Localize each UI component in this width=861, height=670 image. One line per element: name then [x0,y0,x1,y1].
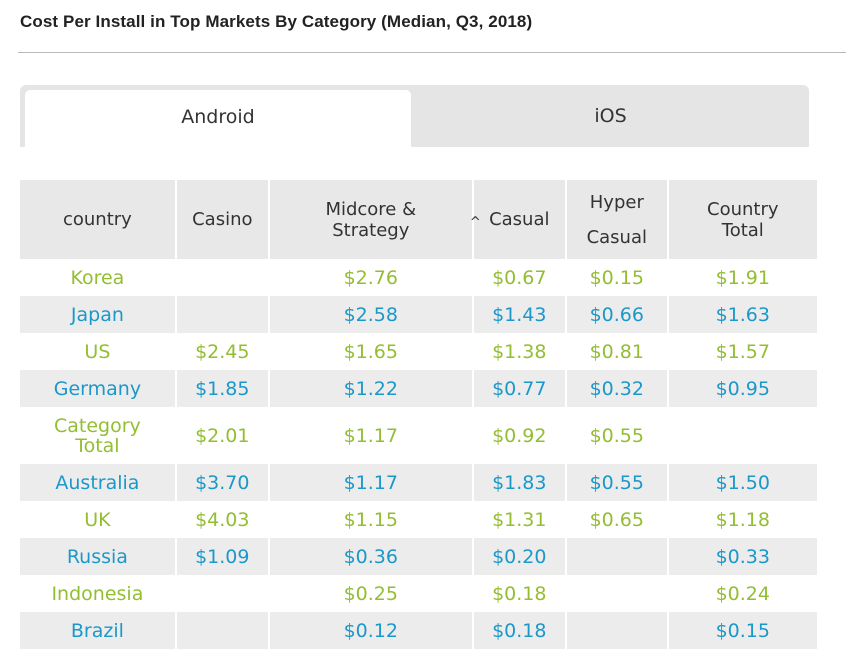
column-header-label: country [62,209,132,230]
column-header-label: Casino [192,209,253,230]
casino-cell: $4.03 [175,501,270,538]
table-row: Australia $3.70 $1.17 $1.83 $0.55 $1.50 [20,464,817,501]
column-header-label: Country Total [707,198,779,241]
casino-cell: $2.01 [175,407,270,464]
table-row: US $2.45 $1.65 $1.38 $0.81 $1.57 [20,333,817,370]
tab-ios[interactable]: iOS [594,105,627,127]
country-total-cell: $1.57 [715,340,770,363]
hyper-casual-cell: $0.55 [565,464,669,501]
hyper-casual-cell [565,575,669,612]
casino-cell [175,296,270,333]
table-row: Germany $1.85 $1.22 $0.77 $0.32 $0.95 [20,370,817,407]
column-header-label: Casual [489,209,550,230]
casual-cell: $0.67 [472,259,567,296]
casual-cell: $0.20 [472,538,567,575]
column-header-casual[interactable]: Casual [472,180,567,259]
table-row: UK $4.03 $1.15 $1.31 $0.65 $1.18 [20,501,817,538]
midcore-cell: $1.17 [268,464,474,501]
column-header-label: Midcore & Strategy [325,198,417,241]
country-total-cell: $0.33 [715,545,770,568]
country-total-cell: $1.91 [715,266,770,289]
table-row: Korea $2.76 $0.67 $0.15 $1.91 [20,259,817,296]
midcore-cell: $2.76 [268,259,474,296]
hyper-casual-cell [565,538,669,575]
platform-tab-bar: Android iOS [20,85,809,147]
midcore-cell: $1.22 [268,370,474,407]
column-header-label: Casual [586,226,647,248]
column-header-country-total[interactable]: Country Total [668,180,817,259]
country-cell: Australia [20,464,177,501]
country-total-cell: $1.50 [715,471,770,494]
column-header-hyper-casual[interactable]: Hyper Casual [565,180,669,259]
country-cell: Russia [20,538,177,575]
country-total-cell: $1.63 [715,303,770,326]
midcore-cell: $0.36 [268,538,474,575]
casual-cell: $1.83 [472,464,567,501]
hyper-casual-cell: $0.65 [565,501,669,538]
table-body: Korea $2.76 $0.67 $0.15 $1.91 Japan $2.58 $1.43… [20,259,817,649]
hyper-casual-cell: $0.55 [565,407,669,464]
midcore-cell: $1.15 [268,501,474,538]
hyper-casual-cell: $0.81 [565,333,669,370]
midcore-cell: $1.17 [268,407,474,464]
casino-cell: $3.70 [175,464,270,501]
country-cell: Brazil [20,612,177,649]
hyper-casual-cell: $0.66 [565,296,669,333]
casual-cell: $0.92 [472,407,567,464]
casino-cell [175,575,270,612]
casino-cell: $1.09 [175,538,270,575]
casual-cell: $1.38 [472,333,567,370]
country-total-cell [668,407,817,464]
table-row: Indonesia $0.25 $0.18 $0.24 [20,575,817,612]
casino-cell [175,612,270,649]
table-row: Category Total $2.01 $1.17 $0.92 $0.55 [20,407,817,464]
midcore-cell: $2.58 [268,296,474,333]
country-cell: UK [20,501,177,538]
country-cell: Korea [20,259,177,296]
country-total-cell: $0.95 [715,377,770,400]
column-header-country[interactable]: country [20,180,177,259]
column-header-label: Hyper [589,191,644,213]
casino-cell: $1.85 [175,370,270,407]
casual-cell: $1.43 [472,296,567,333]
table-row: Russia $1.09 $0.36 $0.20 $0.33 [20,538,817,575]
chevron-up-icon[interactable]: ^ [469,214,481,230]
midcore-cell: $0.12 [268,612,474,649]
country-cell: US [20,333,177,370]
midcore-cell: $0.25 [268,575,474,612]
title-divider [18,52,846,53]
hyper-casual-cell [565,612,669,649]
casual-cell: $0.18 [472,575,567,612]
table-row: Japan $2.58 $1.43 $0.66 $1.63 [20,296,817,333]
casual-cell: $0.18 [472,612,567,649]
country-total-cell: $0.15 [715,619,770,642]
country-total-cell: $0.24 [715,582,770,605]
table-row: Brazil $0.12 $0.18 $0.15 [20,612,817,649]
casual-cell: $1.31 [472,501,567,538]
page-title: Cost Per Install in Top Markets By Categ… [20,12,533,31]
column-header-casino[interactable]: Casino [175,180,270,259]
country-cell: Japan [20,296,177,333]
midcore-cell: $1.65 [268,333,474,370]
country-total-cell: $1.18 [715,508,770,531]
country-cell: Category Total [20,407,177,464]
country-cell: Indonesia [20,575,177,612]
hyper-casual-cell: $0.32 [565,370,669,407]
country-cell: Germany [20,370,177,407]
tab-android[interactable]: Android [25,90,411,147]
casino-cell: $2.45 [175,333,270,370]
casual-cell: $0.77 [472,370,567,407]
column-header-midcore[interactable]: Midcore & Strategy ^ [268,180,481,259]
cpi-table: country Casino Midcore & Strategy ^ Casu… [20,180,817,649]
casino-cell [175,259,270,296]
table-header-row: country Casino Midcore & Strategy ^ Casu… [20,180,817,259]
hyper-casual-cell: $0.15 [565,259,669,296]
